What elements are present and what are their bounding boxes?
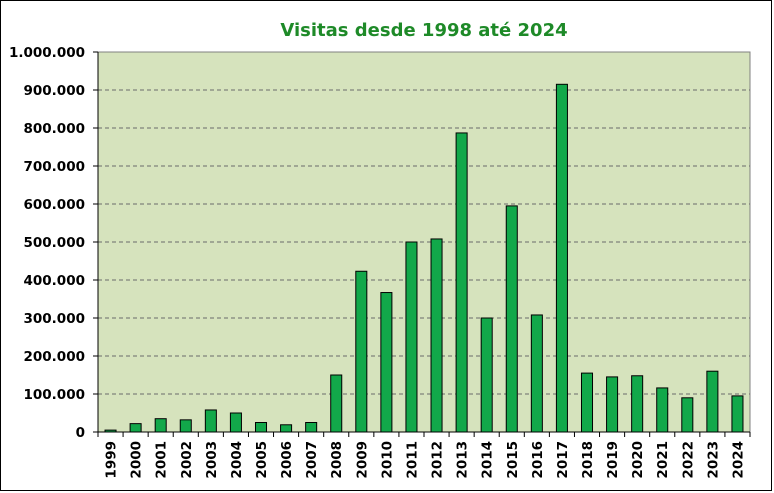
bar-2021 <box>656 387 669 433</box>
x-tick-label: 2003 <box>204 441 220 479</box>
x-tick-label: 2016 <box>530 441 546 479</box>
bar-2018 <box>580 372 594 433</box>
x-tick-label: 2001 <box>154 441 170 479</box>
x-tick-label: 2009 <box>354 441 370 479</box>
x-tick-label: 2010 <box>379 441 395 479</box>
y-tick-label: 900.000 <box>24 83 86 99</box>
x-tick-label: 2021 <box>655 441 671 479</box>
bar-2010 <box>380 292 393 433</box>
y-tick-label: 800.000 <box>24 121 86 137</box>
bar-2020 <box>631 375 644 433</box>
x-tick-label: 2014 <box>480 441 496 479</box>
bar-2001 <box>154 418 167 433</box>
x-tick-label: 2023 <box>705 441 721 479</box>
x-tick-label: 2017 <box>555 441 571 479</box>
bar-2014 <box>480 317 493 433</box>
bar-2008 <box>330 374 343 433</box>
bar-2005 <box>254 422 268 433</box>
y-tick-label: 600.000 <box>24 197 86 213</box>
x-tick-label: 1999 <box>104 441 120 479</box>
x-tick-label: 2005 <box>254 441 270 479</box>
bar-2023 <box>706 370 719 433</box>
y-tick-label: 400.000 <box>24 273 86 289</box>
x-axis-ticks: 1999 2000 2001 2002 2003 2004 2005 2006 2007 2008… <box>97 432 751 479</box>
bar-2017 <box>555 83 568 433</box>
y-tick-label: 500.000 <box>24 235 86 251</box>
bar-2009 <box>355 270 368 433</box>
chart-title: Visitas desde 1998 até 2024 <box>280 20 568 41</box>
y-tick-label: 0 <box>76 425 85 441</box>
bar-2019 <box>606 376 619 433</box>
x-tick-label: 2019 <box>605 441 621 479</box>
y-tick-label: 300.000 <box>24 311 86 327</box>
bar-2006 <box>280 424 293 433</box>
bar-2003 <box>204 409 217 433</box>
x-tick-label: 2000 <box>129 441 145 479</box>
y-tick-label: 1.000.000 <box>9 45 85 61</box>
bar-2022 <box>681 397 694 433</box>
x-tick-label: 2020 <box>630 441 646 479</box>
x-tick-label: 2022 <box>680 441 696 479</box>
x-tick-label: 2015 <box>505 441 521 479</box>
x-tick-label: 2012 <box>430 441 446 479</box>
bar-2011 <box>405 241 418 433</box>
x-tick-label: 2004 <box>229 441 245 479</box>
gridlines <box>98 89 750 395</box>
x-tick-label: 2008 <box>329 441 345 479</box>
y-tick-label: 700.000 <box>24 159 86 175</box>
x-tick-label: 2013 <box>455 441 471 479</box>
bar-2004 <box>229 412 242 433</box>
x-tick-label: 2006 <box>279 441 295 479</box>
x-tick-label: 2024 <box>730 441 746 479</box>
x-tick-label: 2007 <box>304 441 320 479</box>
bar-2024 <box>731 395 744 433</box>
bar-2013 <box>455 132 468 433</box>
bar-2015 <box>505 205 518 433</box>
bar-2002 <box>179 419 192 433</box>
y-tick-label: 100.000 <box>24 387 86 403</box>
bar-2012 <box>430 238 443 433</box>
bar-2000 <box>129 423 142 433</box>
x-tick-label: 2011 <box>404 441 420 479</box>
bar-2016 <box>530 314 543 433</box>
y-tick-label: 200.000 <box>24 349 86 365</box>
bar-2007 <box>305 422 318 433</box>
x-tick-label: 2002 <box>179 441 195 479</box>
x-tick-label: 2018 <box>580 441 596 479</box>
y-axis-ticks: 0 100.000 200.000 300.000 400.000 500.000 600.… <box>9 45 98 441</box>
